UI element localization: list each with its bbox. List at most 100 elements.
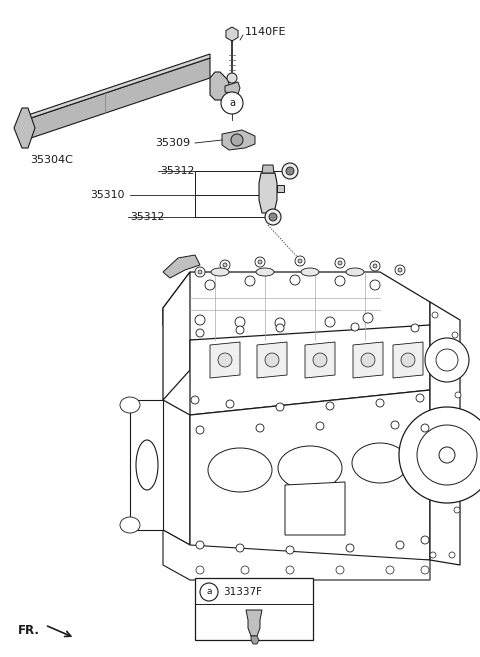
- Circle shape: [421, 566, 429, 574]
- Circle shape: [452, 332, 458, 338]
- Circle shape: [430, 552, 436, 558]
- Circle shape: [363, 313, 373, 323]
- Text: 35312: 35312: [130, 212, 164, 222]
- Polygon shape: [262, 165, 274, 173]
- Circle shape: [227, 73, 237, 83]
- Ellipse shape: [120, 517, 140, 533]
- Circle shape: [338, 261, 342, 265]
- Polygon shape: [393, 342, 423, 378]
- Circle shape: [255, 257, 265, 267]
- Circle shape: [205, 280, 215, 290]
- Ellipse shape: [120, 397, 140, 413]
- Circle shape: [286, 167, 294, 175]
- Circle shape: [221, 92, 243, 114]
- Circle shape: [269, 213, 277, 221]
- Polygon shape: [190, 325, 430, 415]
- Circle shape: [417, 425, 477, 485]
- Circle shape: [436, 349, 458, 371]
- Ellipse shape: [352, 443, 408, 483]
- Circle shape: [391, 421, 399, 429]
- Text: a: a: [229, 98, 235, 108]
- Ellipse shape: [256, 268, 274, 276]
- Text: a: a: [206, 587, 212, 597]
- Circle shape: [411, 324, 419, 332]
- Circle shape: [425, 338, 469, 382]
- Circle shape: [290, 275, 300, 285]
- Circle shape: [226, 400, 234, 408]
- Circle shape: [361, 353, 375, 367]
- Circle shape: [236, 544, 244, 552]
- Polygon shape: [222, 130, 255, 150]
- Circle shape: [313, 353, 327, 367]
- Circle shape: [286, 546, 294, 554]
- Circle shape: [454, 507, 460, 513]
- Circle shape: [196, 541, 204, 549]
- Circle shape: [236, 326, 244, 334]
- Polygon shape: [163, 400, 190, 545]
- Text: 35310: 35310: [90, 190, 124, 200]
- Polygon shape: [305, 342, 335, 378]
- Text: 35312: 35312: [160, 166, 194, 176]
- Circle shape: [282, 163, 298, 179]
- Circle shape: [191, 396, 199, 404]
- Circle shape: [286, 566, 294, 574]
- Circle shape: [275, 318, 285, 328]
- Circle shape: [276, 324, 284, 332]
- Circle shape: [325, 317, 335, 327]
- Text: 35304C: 35304C: [30, 155, 73, 165]
- Circle shape: [373, 264, 377, 268]
- Circle shape: [455, 392, 461, 398]
- Circle shape: [295, 256, 305, 266]
- Circle shape: [398, 268, 402, 272]
- Circle shape: [335, 276, 345, 286]
- Polygon shape: [25, 54, 210, 120]
- Circle shape: [258, 260, 262, 264]
- Circle shape: [195, 267, 205, 277]
- Circle shape: [218, 353, 232, 367]
- Polygon shape: [210, 72, 230, 100]
- Circle shape: [432, 312, 438, 318]
- Polygon shape: [430, 302, 460, 565]
- Circle shape: [335, 258, 345, 268]
- Polygon shape: [257, 342, 287, 378]
- Polygon shape: [210, 342, 240, 378]
- Polygon shape: [130, 400, 163, 530]
- Circle shape: [386, 566, 394, 574]
- Circle shape: [241, 566, 249, 574]
- Polygon shape: [163, 255, 200, 278]
- Ellipse shape: [136, 440, 158, 490]
- Polygon shape: [246, 610, 262, 636]
- Circle shape: [195, 315, 205, 325]
- Circle shape: [265, 353, 279, 367]
- Circle shape: [196, 329, 204, 337]
- Polygon shape: [25, 58, 210, 140]
- Circle shape: [220, 260, 230, 270]
- Circle shape: [401, 353, 415, 367]
- Circle shape: [346, 544, 354, 552]
- Circle shape: [370, 261, 380, 271]
- Circle shape: [223, 263, 227, 267]
- Circle shape: [298, 259, 302, 263]
- Circle shape: [351, 323, 359, 331]
- Circle shape: [196, 566, 204, 574]
- Polygon shape: [163, 530, 430, 580]
- Circle shape: [231, 134, 243, 146]
- Circle shape: [316, 422, 324, 430]
- Ellipse shape: [346, 268, 364, 276]
- Ellipse shape: [301, 268, 319, 276]
- Circle shape: [421, 424, 429, 432]
- Bar: [195, 578, 313, 640]
- Ellipse shape: [211, 268, 229, 276]
- Circle shape: [416, 394, 424, 402]
- Circle shape: [370, 280, 380, 290]
- Polygon shape: [190, 390, 430, 560]
- Circle shape: [256, 424, 264, 432]
- Circle shape: [449, 552, 455, 558]
- Polygon shape: [285, 482, 345, 535]
- Text: 1140FE: 1140FE: [245, 27, 287, 37]
- Polygon shape: [353, 342, 383, 378]
- Polygon shape: [225, 82, 240, 94]
- Polygon shape: [251, 636, 259, 644]
- Circle shape: [276, 403, 284, 411]
- Circle shape: [395, 265, 405, 275]
